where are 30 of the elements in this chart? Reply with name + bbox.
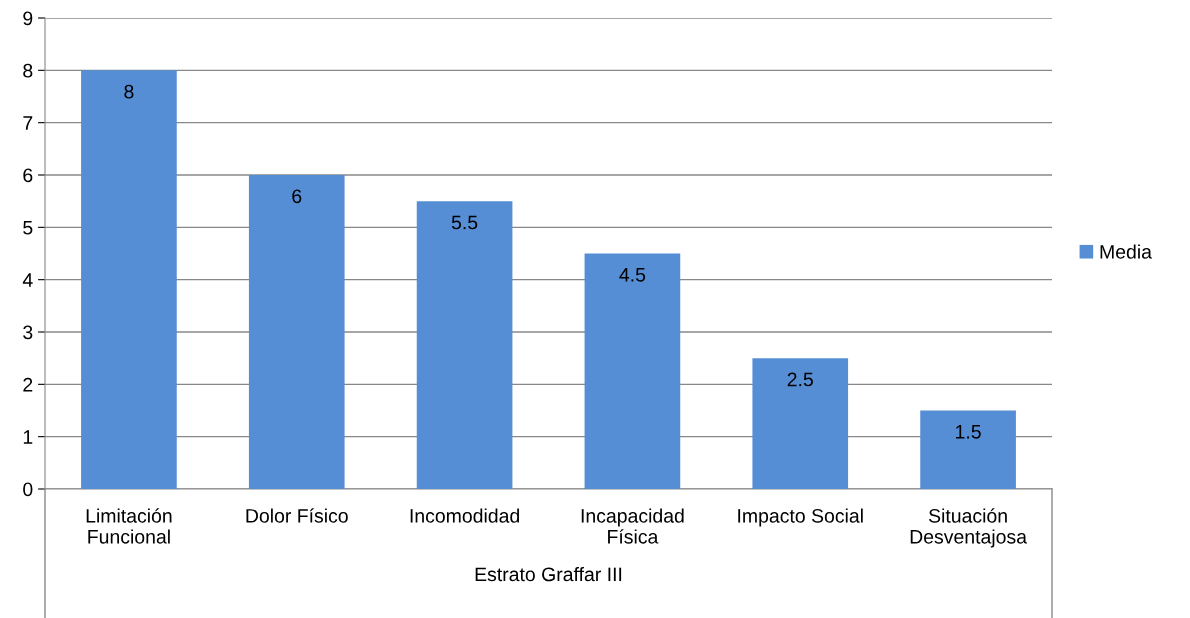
y-tick-label: 8: [23, 63, 33, 78]
y-tick-label: 2: [23, 377, 33, 392]
x-tick-label: Situación Desventajosa: [910, 508, 1027, 548]
data-label: 6: [292, 189, 302, 204]
bar: [584, 253, 681, 489]
data-label: 2.5: [787, 372, 813, 387]
data-label: 5.5: [451, 215, 478, 230]
x-axis-title: Estrato Graffar III: [475, 566, 622, 582]
y-tick-label: 7: [23, 116, 33, 130]
bar: [752, 358, 849, 489]
data-label: 1.5: [956, 425, 981, 439]
bar: [920, 410, 1016, 489]
y-tick-label: 0: [23, 482, 33, 497]
y-tick-label: 5: [23, 221, 33, 235]
data-label: 4.5: [619, 268, 646, 282]
x-tick-label: Impacto Social: [738, 508, 863, 527]
x-tick-label: Limitación Funcional: [86, 508, 172, 544]
y-tick-label: 6: [23, 168, 33, 183]
y-tick-label: 3: [23, 325, 33, 340]
y-tick-label: 4: [22, 273, 33, 287]
bar: [81, 70, 177, 489]
bar: [416, 201, 513, 489]
x-tick-label: Incomodidad: [410, 508, 520, 523]
data-label: 8: [124, 84, 134, 99]
y-tick-label: 9: [23, 11, 33, 26]
x-tick-label: Dolor Físico: [246, 508, 348, 523]
legend-label: Media: [1100, 244, 1152, 259]
x-tick-label: Incapacidad Física: [581, 508, 684, 544]
y-tick-label: 1: [23, 430, 33, 444]
bar: [248, 175, 345, 489]
